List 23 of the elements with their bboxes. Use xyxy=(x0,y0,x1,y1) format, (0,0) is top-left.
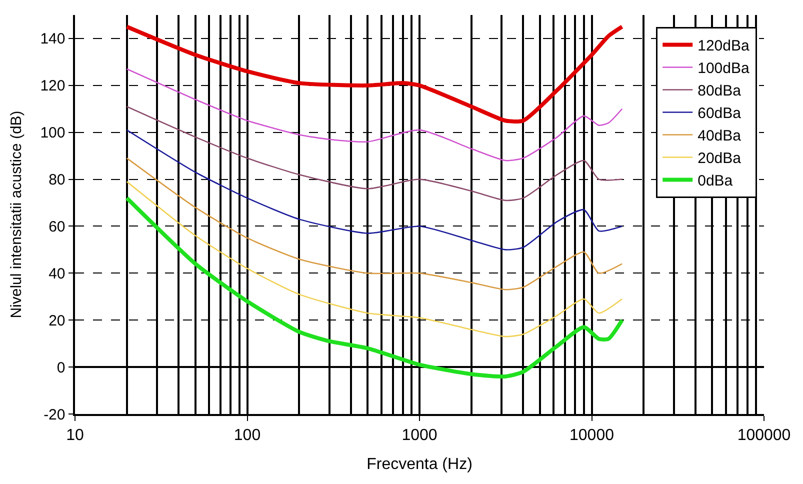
x-tick-label: 100000 xyxy=(737,426,791,444)
y-tick-label: 120 xyxy=(40,78,66,95)
x-tick-label: 10 xyxy=(66,426,84,444)
y-tick-label: 0 xyxy=(56,359,66,376)
legend-label: 20dBa xyxy=(698,150,742,168)
y-tick-label: -20 xyxy=(44,406,66,424)
y-tick-label: 60 xyxy=(48,218,66,236)
y-tick-label: 140 xyxy=(40,30,66,48)
legend-label: 0dBa xyxy=(698,172,734,190)
y-tick-label: 20 xyxy=(48,312,66,330)
legend-label: 80dBa xyxy=(698,82,742,100)
x-tick-label: 10000 xyxy=(570,426,614,444)
y-axis-title: Nivelul intensitatii acustice (dB) xyxy=(8,110,25,318)
legend-label: 40dBa xyxy=(698,128,742,145)
x-tick-label: 100 xyxy=(234,426,261,444)
y-tick-label: 80 xyxy=(48,172,66,189)
legend-label: 100dBa xyxy=(698,60,750,78)
legend-label: 120dBa xyxy=(698,38,750,55)
y-tick-label: 100 xyxy=(40,124,66,142)
y-tick-label: 40 xyxy=(48,265,66,282)
x-tick-label: 1000 xyxy=(402,426,438,444)
legend-label: 60dBa xyxy=(698,105,742,122)
x-axis-title: Frecventa (Hz) xyxy=(366,456,472,474)
